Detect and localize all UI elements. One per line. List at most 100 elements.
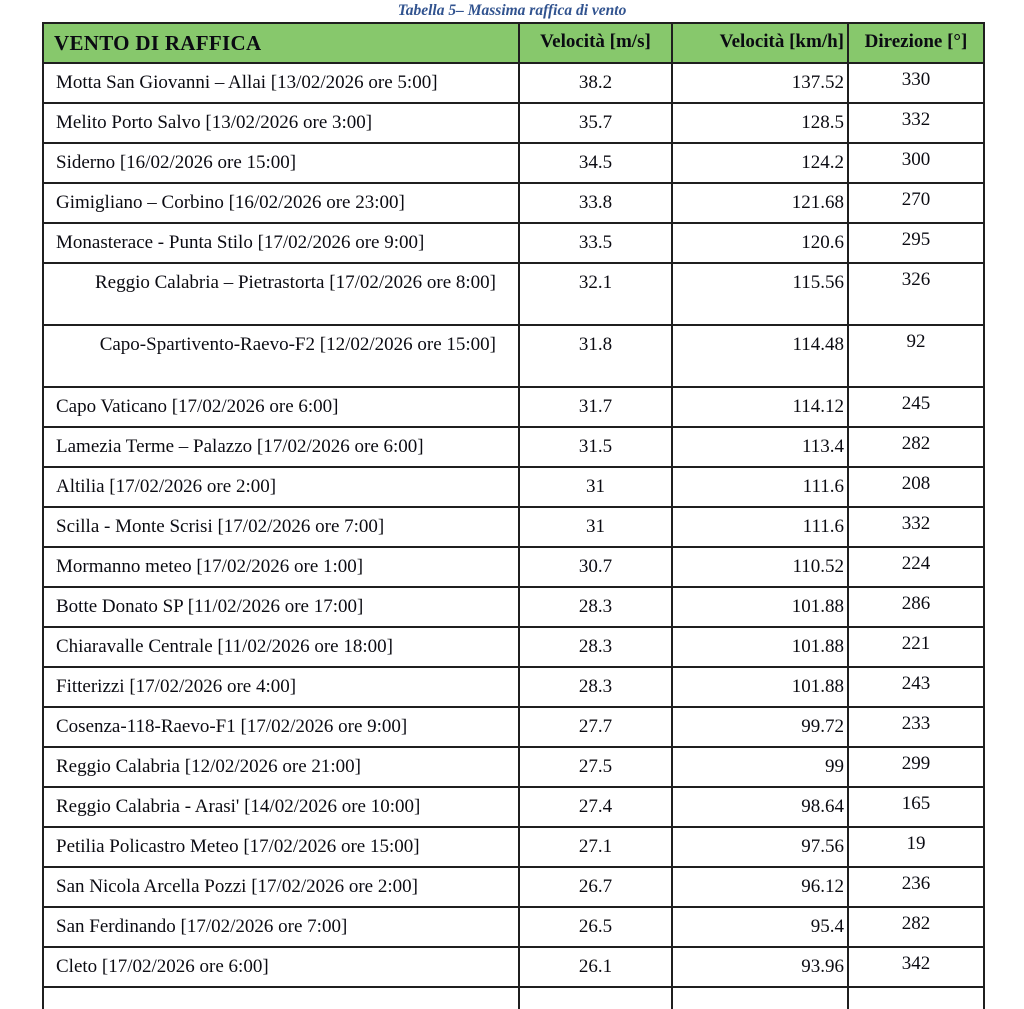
speed-kmh-cell: 98.64 [671, 786, 849, 828]
direction-cell: 233 [847, 706, 985, 748]
header-velocita-ms: Velocità [m/s] [518, 22, 673, 64]
speed-ms-cell: 27.1 [518, 826, 673, 868]
speed-kmh-cell: 101.88 [671, 586, 849, 628]
direction-cell: 92 [847, 324, 985, 388]
speed-kmh-cell: 96.12 [671, 866, 849, 908]
speed-ms-cell: 31.5 [518, 426, 673, 468]
speed-kmh-cell: 97.56 [671, 826, 849, 868]
table-row: Capo-Spartivento-Raevo-F2 [12/02/2026 or… [42, 324, 985, 388]
direction-cell: 245 [847, 386, 985, 428]
speed-ms-cell: 31 [518, 466, 673, 508]
station-cell: Capo-Spartivento-Raevo-F2 [12/02/2026 or… [42, 324, 520, 388]
direction-cell: 332 [847, 102, 985, 144]
station-cell: Petilia Policastro Meteo [17/02/2026 ore… [42, 826, 520, 868]
table-row: Gimigliano – Corbino [16/02/2026 ore 23:… [42, 182, 985, 224]
speed-kmh-cell: 99 [671, 746, 849, 788]
direction-cell: 236 [847, 866, 985, 908]
table-row: Fitterizzi [17/02/2026 ore 4:00] 28.3 101.… [42, 666, 985, 708]
direction-cell: 342 [847, 946, 985, 988]
speed-kmh-cell: 93.96 [671, 946, 849, 988]
empty-cell [42, 986, 520, 1009]
speed-ms-cell: 31.7 [518, 386, 673, 428]
station-cell: Siderno [16/02/2026 ore 15:00] [42, 142, 520, 184]
table-row: Altilia [17/02/2026 ore 2:00] 31 111.6 208 [42, 466, 985, 508]
speed-ms-cell: 31.8 [518, 324, 673, 388]
station-cell: Cleto [17/02/2026 ore 6:00] [42, 946, 520, 988]
speed-ms-cell: 28.3 [518, 666, 673, 708]
table-row: San Ferdinando [17/02/2026 ore 7:00] 26.5… [42, 906, 985, 948]
header-velocita-kmh: Velocità [km/h] [671, 22, 849, 64]
speed-kmh-cell: 101.88 [671, 666, 849, 708]
direction-cell: 295 [847, 222, 985, 264]
table-row: Capo Vaticano [17/02/2026 ore 6:00] 31.7 1… [42, 386, 985, 428]
wind-gust-table: VENTO DI RAFFICA Velocità [m/s] Velocità… [42, 22, 985, 1009]
table-row: Motta San Giovanni – Allai [13/02/2026 o… [42, 62, 985, 104]
speed-kmh-cell: 128.5 [671, 102, 849, 144]
table-row: Melito Porto Salvo [13/02/2026 ore 3:00]… [42, 102, 985, 144]
table-body: Motta San Giovanni – Allai [13/02/2026 o… [42, 62, 985, 1009]
speed-kmh-cell: 113.4 [671, 426, 849, 468]
speed-kmh-cell: 95.4 [671, 906, 849, 948]
station-cell: Monasterace - Punta Stilo [17/02/2026 or… [42, 222, 520, 264]
station-cell: Capo Vaticano [17/02/2026 ore 6:00] [42, 386, 520, 428]
speed-kmh-cell: 120.6 [671, 222, 849, 264]
speed-ms-cell: 27.4 [518, 786, 673, 828]
header-direzione: Direzione [°] [847, 22, 985, 64]
direction-cell: 208 [847, 466, 985, 508]
direction-cell: 282 [847, 426, 985, 468]
speed-ms-cell: 28.3 [518, 586, 673, 628]
empty-cell [518, 986, 673, 1009]
speed-ms-cell: 27.5 [518, 746, 673, 788]
speed-ms-cell: 33.8 [518, 182, 673, 224]
direction-cell: 299 [847, 746, 985, 788]
direction-cell: 165 [847, 786, 985, 828]
station-cell: Melito Porto Salvo [13/02/2026 ore 3:00] [42, 102, 520, 144]
station-cell: Chiaravalle Centrale [11/02/2026 ore 18:… [42, 626, 520, 668]
direction-cell: 243 [847, 666, 985, 708]
speed-kmh-cell: 137.52 [671, 62, 849, 104]
direction-cell: 224 [847, 546, 985, 588]
header-row: VENTO DI RAFFICA Velocità [m/s] Velocità… [42, 22, 985, 64]
empty-cell [671, 986, 849, 1009]
speed-ms-cell: 30.7 [518, 546, 673, 588]
speed-kmh-cell: 99.72 [671, 706, 849, 748]
speed-ms-cell: 33.5 [518, 222, 673, 264]
table-row: Mormanno meteo [17/02/2026 ore 1:00] 30.7… [42, 546, 985, 588]
speed-kmh-cell: 121.68 [671, 182, 849, 224]
station-cell: Mormanno meteo [17/02/2026 ore 1:00] [42, 546, 520, 588]
speed-ms-cell: 34.5 [518, 142, 673, 184]
table-row: Lamezia Terme – Palazzo [17/02/2026 ore … [42, 426, 985, 468]
station-cell: Botte Donato SP [11/02/2026 ore 17:00] [42, 586, 520, 628]
table-row: Monasterace - Punta Stilo [17/02/2026 or… [42, 222, 985, 264]
table-row: Chiaravalle Centrale [11/02/2026 ore 18:… [42, 626, 985, 668]
table-row: Petilia Policastro Meteo [17/02/2026 ore… [42, 826, 985, 868]
station-cell: Lamezia Terme – Palazzo [17/02/2026 ore … [42, 426, 520, 468]
header-vento-di-raffica: VENTO DI RAFFICA [42, 22, 520, 64]
direction-cell: 286 [847, 586, 985, 628]
station-cell: Gimigliano – Corbino [16/02/2026 ore 23:… [42, 182, 520, 224]
speed-ms-cell: 26.7 [518, 866, 673, 908]
direction-cell: 270 [847, 182, 985, 224]
table-row: Cleto [17/02/2026 ore 6:00] 26.1 93.96 342 [42, 946, 985, 988]
station-cell: Motta San Giovanni – Allai [13/02/2026 o… [42, 62, 520, 104]
speed-ms-cell: 27.7 [518, 706, 673, 748]
speed-kmh-cell: 124.2 [671, 142, 849, 184]
station-cell: Fitterizzi [17/02/2026 ore 4:00] [42, 666, 520, 708]
speed-ms-cell: 26.1 [518, 946, 673, 988]
speed-kmh-cell: 110.52 [671, 546, 849, 588]
table-row: Reggio Calabria - Arasi' [14/02/2026 ore… [42, 786, 985, 828]
station-cell: Altilia [17/02/2026 ore 2:00] [42, 466, 520, 508]
direction-cell: 19 [847, 826, 985, 868]
speed-kmh-cell: 111.6 [671, 506, 849, 548]
direction-cell: 332 [847, 506, 985, 548]
table-row: San Nicola Arcella Pozzi [17/02/2026 ore… [42, 866, 985, 908]
speed-ms-cell: 38.2 [518, 62, 673, 104]
speed-kmh-cell: 101.88 [671, 626, 849, 668]
table-row: Reggio Calabria – Pietrastorta [17/02/20… [42, 262, 985, 326]
station-cell: Reggio Calabria [12/02/2026 ore 21:00] [42, 746, 520, 788]
station-cell: Reggio Calabria – Pietrastorta [17/02/20… [42, 262, 520, 326]
station-cell: San Ferdinando [17/02/2026 ore 7:00] [42, 906, 520, 948]
table-row: Siderno [16/02/2026 ore 15:00] 34.5 124.2 3… [42, 142, 985, 184]
speed-kmh-cell: 115.56 [671, 262, 849, 326]
speed-ms-cell: 32.1 [518, 262, 673, 326]
